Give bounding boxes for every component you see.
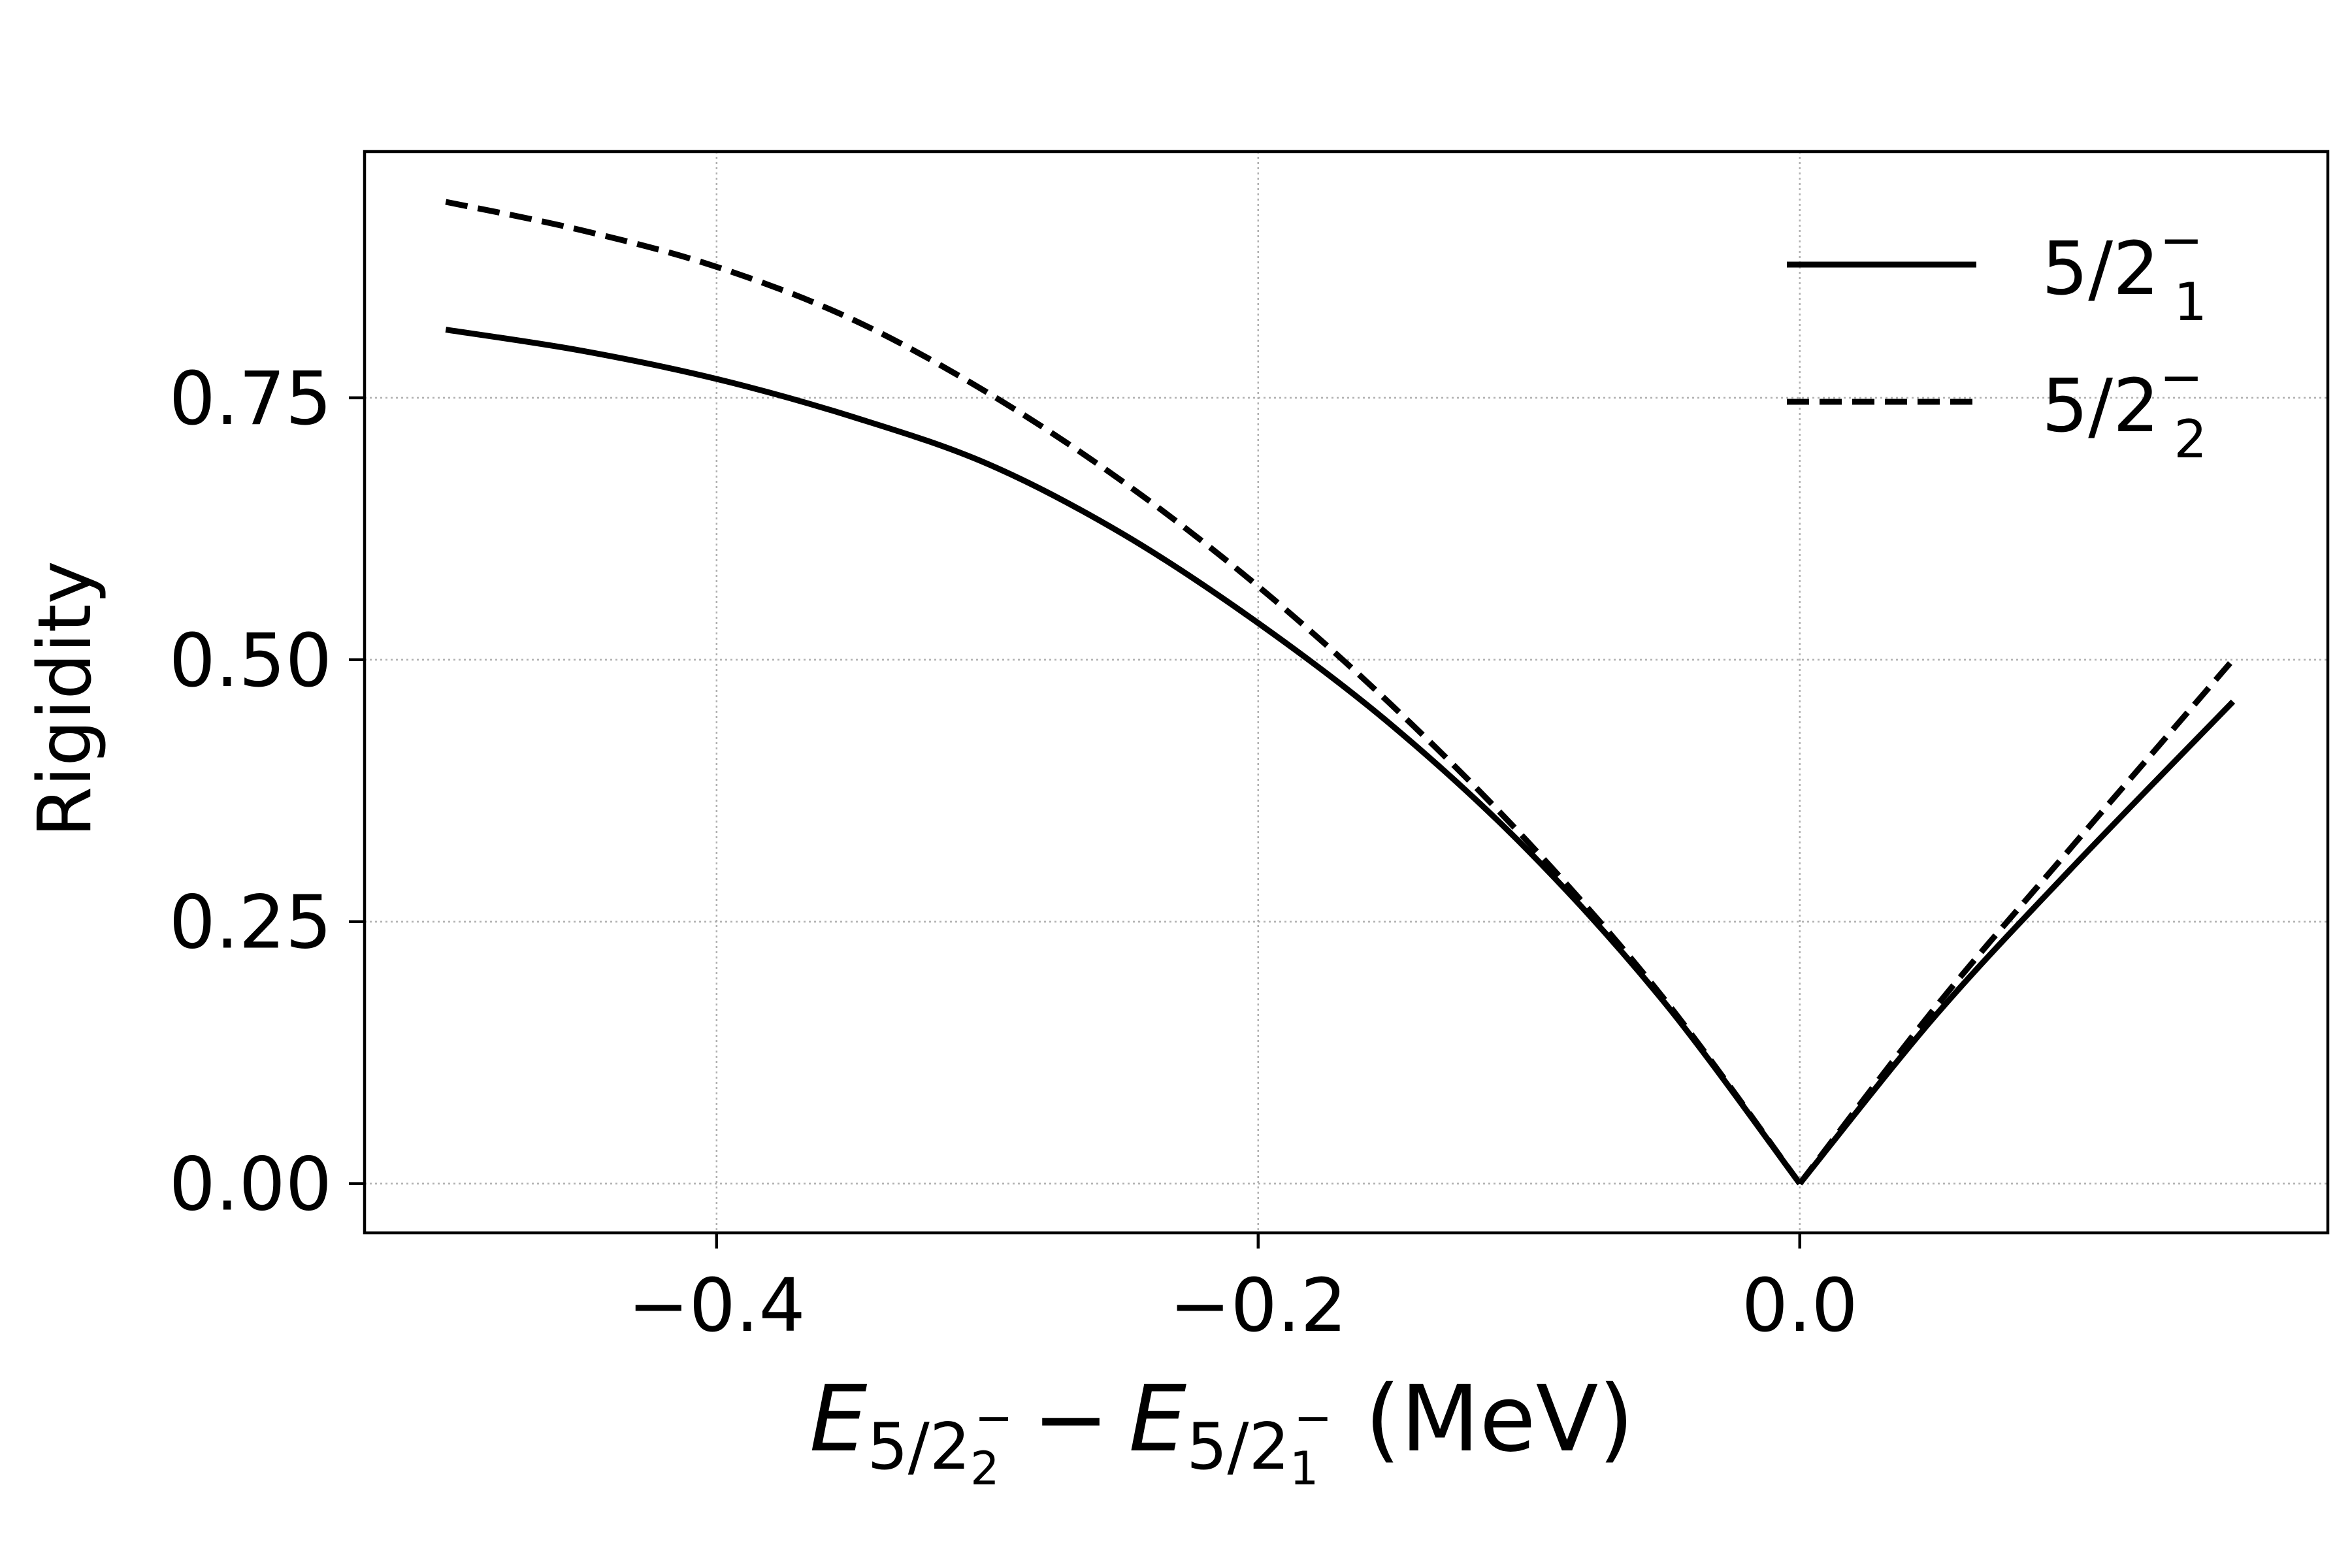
x-label-energy-1: E (809, 1366, 868, 1473)
x-label-sub1-index: 2 (970, 1442, 1000, 1495)
plot-frame (363, 150, 2330, 1235)
series-layer (445, 199, 2236, 1186)
x-label-sub2-index: 1 (1290, 1442, 1319, 1495)
x-label-unit: (MeV) (1365, 1366, 1634, 1473)
x-label-sub1-base: 5/2 (867, 1410, 970, 1484)
y-axis-label: Rigidity (23, 561, 108, 838)
axis-ticks: −0.4 −0.2 0.0 0.00 0.25 0.50 0.75 (169, 357, 1858, 1348)
x-label-sub1-sign: − (975, 1391, 1013, 1445)
x-label-minus: − (1032, 1366, 1109, 1473)
legend-label-dashed: 5/2− 2 (2042, 347, 2207, 470)
legend-solid-sup: − (2159, 210, 2203, 270)
x-label-sub2-sign: − (1294, 1391, 1332, 1445)
x-label-energy-2: E (1129, 1366, 1187, 1473)
x-tick-label: −0.2 (1169, 1264, 1347, 1348)
legend: 5/2− 1 5/2− 2 (1787, 210, 2207, 470)
x-tick-label: −0.4 (628, 1264, 806, 1348)
series-line-solid (445, 327, 2236, 1186)
x-tick-label: 0.0 (1742, 1264, 1858, 1348)
y-tick-label: 0.25 (169, 881, 332, 966)
y-tick-label: 0.75 (169, 357, 332, 442)
legend-solid-sub: 1 (2174, 272, 2207, 333)
x-label-sub2-base: 5/2 (1186, 1410, 1290, 1484)
series-line-dashed (445, 199, 2236, 1186)
legend-solid-base: 5/2 (2042, 227, 2159, 312)
y-tick-label: 0.50 (169, 619, 332, 704)
x-axis-label: E5/22− − E5/21− (MeV) (809, 1366, 1634, 1495)
grid-lines (365, 152, 2328, 1233)
legend-dashed-sub: 2 (2174, 409, 2207, 470)
legend-dashed-base: 5/2 (2042, 364, 2159, 449)
legend-dashed-sup: − (2159, 347, 2203, 408)
y-tick-label: 0.00 (169, 1143, 332, 1228)
legend-label-solid: 5/2− 1 (2042, 210, 2207, 333)
